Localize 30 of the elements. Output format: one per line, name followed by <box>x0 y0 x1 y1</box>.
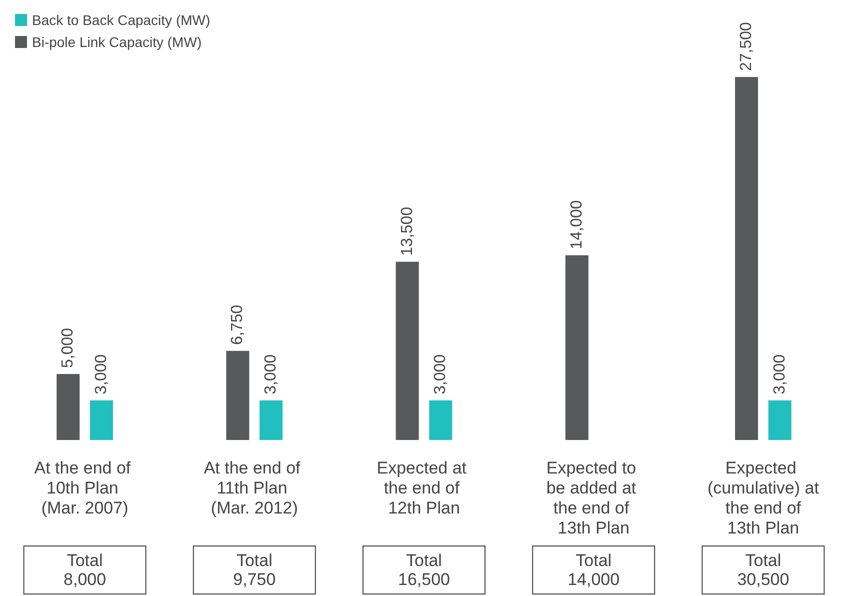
x-tick-label: Expected (cumulative) at the end of 13th Plan <box>707 458 820 538</box>
legend-label: Bi-pole Link Capacity (MW) <box>32 34 202 50</box>
bar <box>260 400 283 440</box>
x-tick-label: Expected at the end of 12th Plan <box>376 458 472 518</box>
text: Total 14,000 <box>568 551 620 589</box>
bar <box>90 400 113 440</box>
bar <box>396 262 419 440</box>
data-label: 3,000 <box>771 354 788 394</box>
bar <box>56 374 80 440</box>
text: Total 8,000 <box>64 551 106 589</box>
x-tick-label: At the end of 10th Plan (Mar. 2007) <box>34 458 136 518</box>
data-label: 6,750 <box>229 304 246 345</box>
legend-label: Back to Back Capacity (MW) <box>32 12 210 28</box>
bar <box>226 350 250 440</box>
data-label: 3,000 <box>92 354 110 394</box>
bar <box>565 255 588 440</box>
bar <box>429 400 452 440</box>
data-label: 3,000 <box>262 354 280 394</box>
data-label: 5,000 <box>60 328 77 368</box>
text: Total 30,500 <box>737 551 790 589</box>
x-tick-label: At the end of 11th Plan (Mar. 2012) <box>204 458 305 518</box>
bar <box>735 77 758 440</box>
text: Total 9,750 <box>233 551 276 589</box>
x-tick-label: Expected to be added at the end of 13th Plan <box>546 458 641 538</box>
data-label: 13,500 <box>398 206 416 256</box>
data-label: 14,000 <box>568 200 586 250</box>
data-label: 3,000 <box>432 354 450 394</box>
data-label: 27,500 <box>738 22 756 71</box>
bar <box>768 400 792 440</box>
text: Total 16,500 <box>398 551 450 589</box>
